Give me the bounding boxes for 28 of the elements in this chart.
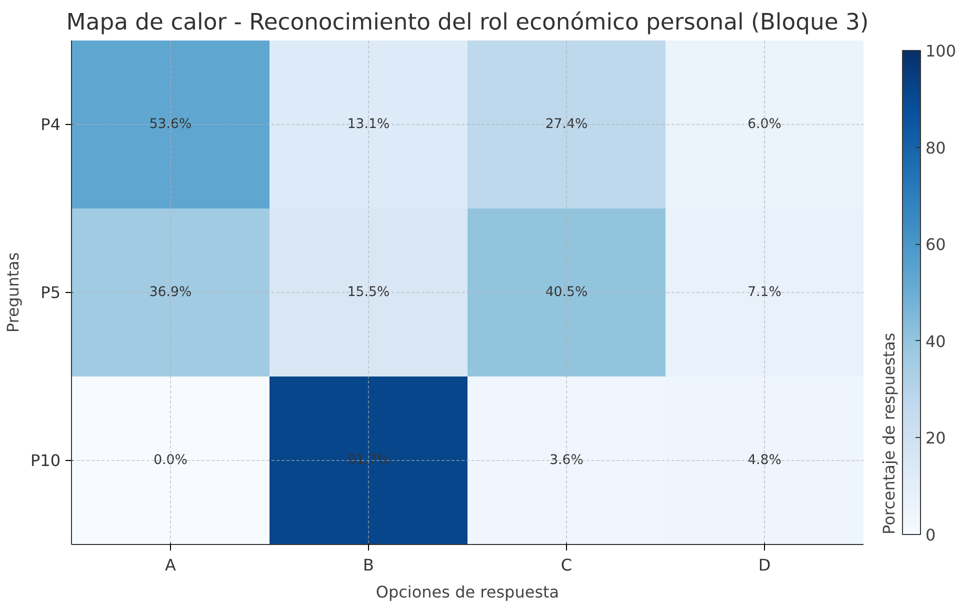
data-label: 0.0% xyxy=(154,453,188,468)
x-tick-label: D xyxy=(758,556,771,574)
data-label: 15.5% xyxy=(347,285,390,300)
x-tick-label: B xyxy=(363,556,374,574)
color-bar-label: 20 xyxy=(926,428,946,448)
data-label: 4.8% xyxy=(748,453,782,468)
y-tick-label: P4 xyxy=(40,115,60,134)
color-bar-label: 60 xyxy=(926,235,946,254)
data-label: 3.6% xyxy=(550,453,584,468)
data-label: 13.1% xyxy=(347,117,390,132)
x-tick-label: A xyxy=(165,556,176,574)
color-bar-label: 100 xyxy=(926,42,956,60)
data-label: 7.1% xyxy=(748,285,782,300)
color-bar-label: 0 xyxy=(926,526,936,544)
color-bar-label: 40 xyxy=(926,332,946,351)
data-label: 27.4% xyxy=(545,117,588,132)
data-label: 6.0% xyxy=(748,117,782,132)
data-label: 36.9% xyxy=(149,285,192,300)
y-axis-title: Preguntas xyxy=(3,252,22,333)
color-bar-label: 80 xyxy=(926,138,946,158)
y-tick-label: P5 xyxy=(40,283,60,302)
x-tick-label: C xyxy=(560,556,572,574)
chart-title: Mapa de calor - Reconocimiento del rol económico personal (Bloque 3) xyxy=(66,10,869,36)
data-label: 40.5% xyxy=(545,285,588,300)
y-tick-label: P10 xyxy=(30,451,61,470)
color-bar-title: Porcentaje de respuestas xyxy=(880,332,898,534)
data-label: 53.6% xyxy=(149,117,192,132)
x-axis-title: Opciones de respuesta xyxy=(376,582,560,602)
